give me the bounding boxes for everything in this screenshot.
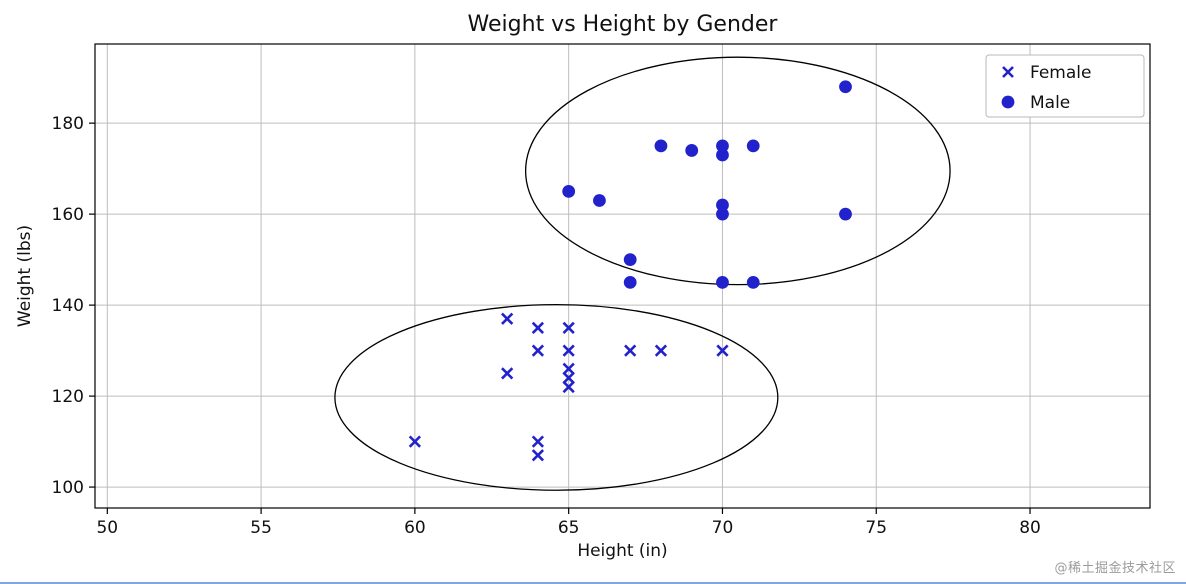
x-tick-label: 50	[96, 518, 118, 538]
y-tick-label: 160	[52, 205, 84, 225]
scatter-point-male	[593, 194, 606, 207]
legend-item-female: Female	[1002, 63, 1091, 83]
x-tick-label: 75	[865, 518, 887, 538]
scatter-point-female	[501, 312, 514, 325]
x-tick-label: 60	[404, 518, 426, 538]
scatter-point-female	[562, 380, 575, 394]
scatter-point-male	[716, 148, 729, 162]
female-marker-icon	[1002, 66, 1014, 78]
cluster-ellipse	[524, 56, 951, 286]
scatter-point-female	[562, 344, 575, 357]
scatter-point-female	[654, 344, 668, 357]
scatter-point-female	[716, 344, 729, 357]
y-tick-label: 100	[52, 478, 84, 498]
watermark: @稀土掘金技术社区	[1054, 561, 1176, 576]
scatter-point-female	[501, 367, 514, 380]
x-axis-label: Height (in)	[577, 541, 667, 561]
scatter-point-female	[531, 449, 545, 462]
scatter-point-male	[716, 207, 729, 221]
legend-label-male: Male	[1030, 93, 1070, 113]
y-axis-label: Weight (lbs)	[15, 225, 35, 327]
scatter-point-male	[716, 198, 729, 212]
male-marker-icon	[1001, 95, 1015, 109]
scatter-point-female	[562, 362, 575, 375]
legend-label-female: Female	[1030, 63, 1091, 83]
scatter-point-male	[746, 139, 760, 153]
y-tick-label: 140	[52, 296, 84, 316]
legend: Female Male	[985, 54, 1145, 118]
chart-title: Weight vs Height by Gender	[468, 12, 779, 37]
scatter-point-male	[623, 275, 637, 289]
legend-item-male: Male	[1001, 93, 1070, 113]
scatter-point-male	[716, 275, 729, 289]
x-tick-label: 80	[1019, 518, 1041, 538]
y-tick-label: 120	[52, 387, 84, 407]
legend-box	[985, 54, 1145, 118]
scatter-point-male	[839, 80, 852, 94]
x-tick-label: 55	[250, 518, 272, 538]
scatter-point-female	[562, 371, 575, 385]
scatter-point-male	[623, 253, 637, 267]
scatter-point-female	[531, 344, 545, 357]
scatter-point-male	[716, 139, 729, 153]
scatter-point-female	[408, 435, 422, 448]
x-tick-label: 65	[558, 518, 580, 538]
scatter-point-female	[531, 321, 545, 334]
x-tick-label: 70	[712, 518, 734, 538]
bottom-border-line	[0, 582, 1186, 584]
scatter-point-female	[531, 435, 545, 448]
scatter-point-male	[746, 275, 760, 289]
scatter-point-male	[685, 144, 699, 157]
plot-frame	[94, 43, 1151, 509]
scatter-point-male	[839, 207, 852, 221]
scatter-point-female	[624, 344, 637, 357]
scatter-point-female	[562, 321, 575, 334]
scatter-point-male	[562, 184, 576, 198]
cluster-ellipse	[334, 304, 779, 491]
scatter-point-male	[654, 139, 668, 153]
y-tick-label: 180	[52, 114, 84, 134]
